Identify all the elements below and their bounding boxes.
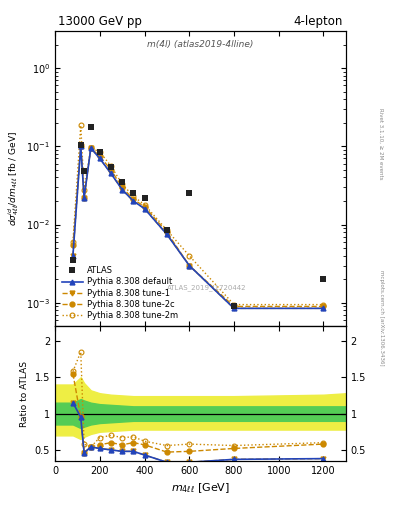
Pythia 8.308 tune-2c (120, 184, 125, 190)
Pythia 8.308 tune-1 (142, 205, 147, 211)
Pythia 8.308 default (321, 305, 326, 311)
Pythia 8.308 tune-1 (120, 186, 125, 193)
Text: 4-lepton: 4-lepton (294, 15, 343, 28)
Pythia 8.308 tune-2c (231, 303, 236, 309)
Pythia 8.308 tune-2c (82, 195, 86, 201)
X-axis label: $m_{4\ell\ell}$ [GeV]: $m_{4\ell\ell}$ [GeV] (171, 481, 230, 495)
Pythia 8.308 default (231, 305, 236, 311)
Pythia 8.308 tune-1 (321, 305, 326, 311)
Pythia 8.308 tune-2m (88, 145, 93, 151)
Pythia 8.308 tune-2m (187, 252, 192, 259)
Pythia 8.308 tune-2m (82, 186, 86, 193)
ATLAS (142, 195, 147, 201)
Pythia 8.308 default (82, 195, 86, 201)
ATLAS (88, 124, 93, 131)
Pythia 8.308 tune-1 (82, 195, 86, 201)
Pythia 8.308 tune-2c (78, 143, 83, 150)
Pythia 8.308 tune-2m (108, 163, 113, 169)
Pythia 8.308 tune-2m (131, 193, 136, 199)
Y-axis label: Ratio to ATLAS: Ratio to ATLAS (20, 360, 29, 426)
ATLAS (120, 179, 125, 185)
Pythia 8.308 tune-2c (108, 167, 113, 173)
ATLAS (108, 163, 113, 169)
Pythia 8.308 tune-2m (142, 202, 147, 208)
Text: m(4l) (atlas2019-4lline): m(4l) (atlas2019-4lline) (147, 39, 253, 49)
Line: ATLAS: ATLAS (70, 124, 327, 310)
Pythia 8.308 default (131, 198, 136, 204)
Pythia 8.308 tune-2c (97, 153, 102, 159)
Line: Pythia 8.308 tune-2c: Pythia 8.308 tune-2c (70, 144, 326, 309)
Pythia 8.308 tune-1 (71, 252, 75, 259)
ATLAS (165, 227, 169, 233)
Pythia 8.308 tune-1 (131, 198, 136, 204)
Pythia 8.308 tune-2c (187, 263, 192, 269)
Pythia 8.308 tune-2m (165, 227, 169, 233)
Pythia 8.308 default (142, 205, 147, 211)
Text: ATLAS_2019_I1720442: ATLAS_2019_I1720442 (167, 284, 246, 291)
Pythia 8.308 default (71, 252, 75, 259)
Pythia 8.308 default (97, 155, 102, 161)
Pythia 8.308 tune-2c (165, 229, 169, 235)
Pythia 8.308 default (88, 145, 93, 151)
ATLAS (71, 257, 75, 263)
ATLAS (97, 149, 102, 155)
ATLAS (321, 276, 326, 282)
Pythia 8.308 tune-2m (321, 302, 326, 308)
Pythia 8.308 default (165, 231, 169, 238)
Pythia 8.308 default (187, 263, 192, 269)
ATLAS (78, 142, 83, 148)
Pythia 8.308 tune-1 (231, 305, 236, 311)
Pythia 8.308 default (108, 170, 113, 177)
Pythia 8.308 tune-2c (321, 303, 326, 309)
Pythia 8.308 tune-2m (231, 302, 236, 308)
Pythia 8.308 tune-1 (78, 143, 83, 150)
Pythia 8.308 tune-2m (97, 149, 102, 155)
Pythia 8.308 tune-2c (71, 242, 75, 248)
Pythia 8.308 tune-2m (120, 181, 125, 187)
Pythia 8.308 default (120, 186, 125, 193)
Pythia 8.308 tune-1 (187, 263, 192, 269)
Line: Pythia 8.308 default: Pythia 8.308 default (70, 144, 326, 311)
Text: Rivet 3.1.10, ≥ 2M events: Rivet 3.1.10, ≥ 2M events (379, 108, 384, 179)
Pythia 8.308 tune-2m (71, 239, 75, 245)
Pythia 8.308 tune-1 (165, 231, 169, 238)
ATLAS (131, 190, 136, 197)
Line: Pythia 8.308 tune-1: Pythia 8.308 tune-1 (70, 144, 326, 311)
Y-axis label: $d\sigma^{id}_{4\ell\ell}/dm_{4\ell\ell}$ [fb / GeV]: $d\sigma^{id}_{4\ell\ell}/dm_{4\ell\ell}… (6, 131, 20, 226)
Pythia 8.308 tune-1 (88, 145, 93, 151)
Pythia 8.308 tune-2c (142, 203, 147, 209)
Pythia 8.308 tune-1 (97, 155, 102, 161)
Pythia 8.308 default (78, 143, 83, 150)
ATLAS (231, 303, 236, 309)
Text: mcplots.cern.ch [arXiv:1306.3436]: mcplots.cern.ch [arXiv:1306.3436] (379, 270, 384, 365)
Pythia 8.308 tune-1 (108, 170, 113, 177)
Text: 13000 GeV pp: 13000 GeV pp (58, 15, 142, 28)
ATLAS (82, 168, 86, 175)
Pythia 8.308 tune-2c (88, 145, 93, 151)
Line: Pythia 8.308 tune-2m: Pythia 8.308 tune-2m (70, 123, 326, 307)
Pythia 8.308 tune-2c (131, 196, 136, 202)
Legend: ATLAS, Pythia 8.308 default, Pythia 8.308 tune-1, Pythia 8.308 tune-2c, Pythia 8: ATLAS, Pythia 8.308 default, Pythia 8.30… (59, 264, 180, 322)
Pythia 8.308 tune-2m (78, 122, 83, 129)
ATLAS (187, 190, 192, 197)
